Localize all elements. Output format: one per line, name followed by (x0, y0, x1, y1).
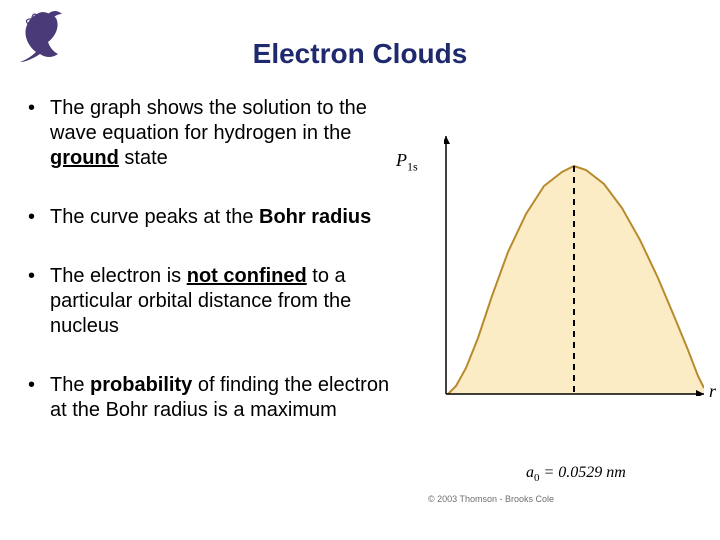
bullet-dot-icon: • (28, 96, 50, 121)
bullet-text-em: probability (90, 374, 192, 396)
chart-plot-area: r (444, 136, 704, 396)
bullet-text-em: Bohr radius (259, 206, 371, 228)
bullet-list: • The graph shows the solution to the wa… (28, 96, 408, 457)
bullet-dot-icon: • (28, 205, 50, 230)
probability-chart: P1s r a0 = 0.0529 nm © 2003 Thomson - Br… (420, 136, 710, 456)
list-item: • The graph shows the solution to the wa… (28, 96, 408, 171)
bullet-text-pre: The electron is (50, 265, 187, 287)
lizard-atom-logo (12, 6, 72, 66)
a0-annotation: a0 = 0.0529 nm (526, 464, 626, 484)
bullet-text-pre: The (50, 374, 90, 396)
chart-copyright: © 2003 Thomson - Brooks Cole (428, 494, 554, 504)
page-title: Electron Clouds (0, 0, 720, 88)
bullet-text-pre: The curve peaks at the (50, 206, 259, 228)
bullet-text-pre: The graph shows the solution to the wave… (50, 97, 367, 144)
bullet-text-em: ground (50, 147, 119, 169)
list-item: • The curve peaks at the Bohr radius (28, 205, 408, 230)
y-axis-label: P1s (396, 150, 418, 175)
bullet-text-em: not confined (187, 265, 307, 287)
list-item: • The probability of finding the electro… (28, 373, 408, 423)
list-item: • The electron is not confined to a part… (28, 264, 408, 339)
x-axis-label: r (709, 381, 716, 402)
bullet-dot-icon: • (28, 373, 50, 398)
bullet-text-post: state (119, 147, 168, 169)
bullet-dot-icon: • (28, 264, 50, 289)
